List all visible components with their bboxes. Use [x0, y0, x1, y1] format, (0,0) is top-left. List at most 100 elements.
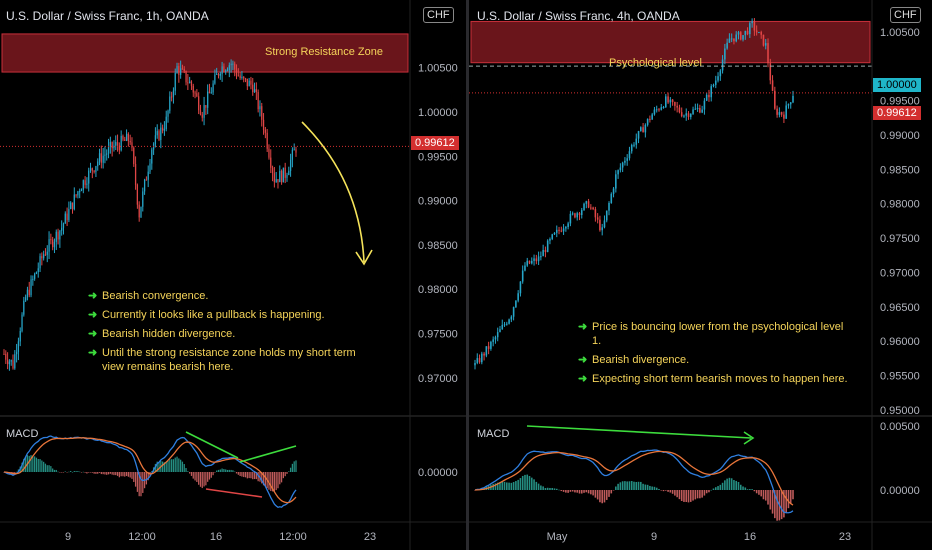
candle-body: [210, 92, 212, 94]
macd-histogram-bar: [252, 472, 254, 480]
left-price-tag: 0.99612: [411, 136, 459, 150]
macd-histogram-bar: [125, 472, 128, 476]
macd-histogram-bar: [540, 485, 542, 490]
macd-histogram-bar: [234, 471, 236, 473]
candle-body: [152, 144, 155, 150]
macd-histogram-bar: [533, 479, 535, 490]
candle-body: [644, 124, 647, 133]
macd-histogram-bar: [131, 472, 133, 479]
candle-body: [658, 109, 660, 111]
macd-histogram-bar: [180, 459, 182, 472]
macd-histogram-bar: [496, 482, 499, 490]
macd-histogram-bar: [53, 469, 56, 472]
candle-body: [115, 142, 117, 146]
macd-histogram-bar: [694, 490, 697, 500]
candle-body: [767, 43, 769, 64]
candle-body: [151, 149, 153, 164]
left-chart-panel[interactable]: 1.00500 1.00000 0.99500 0.99000 0.98500 0.980…: [0, 0, 466, 550]
macd-histogram-bar: [35, 457, 38, 472]
candle-body: [239, 75, 241, 79]
macd-histogram-bar: [70, 470, 72, 472]
candle-body: [172, 90, 175, 97]
left-chart-title: U.S. Dollar / Swiss Franc, 1h, OANDA: [6, 9, 209, 23]
candle-body: [599, 219, 601, 231]
candle-body: [6, 359, 9, 365]
candle-body: [226, 70, 229, 72]
macd-histogram-bar: [621, 481, 624, 490]
right-currency-button[interactable]: CHF: [890, 7, 921, 23]
candle-body: [558, 229, 560, 231]
left-candles: [0, 33, 410, 371]
candle-body: [671, 99, 674, 102]
macd-histogram-bar: [792, 490, 794, 500]
right-note-3: ➜ Expecting short term bearish moves to h…: [578, 373, 848, 385]
right-chart[interactable]: 1.00500 0.99500 0.99000 0.98500 0.98000 0.975…: [469, 0, 932, 550]
macd-histogram-bar: [760, 490, 762, 497]
candle-body: [77, 191, 79, 196]
candle-body: [774, 90, 776, 109]
candle-body: [156, 131, 158, 136]
candle-body: [235, 69, 238, 76]
macd-histogram-bar: [571, 490, 574, 492]
candle-body: [785, 105, 787, 119]
right-chart-title: U.S. Dollar / Swiss Franc, 4h, OANDA: [477, 9, 680, 23]
candle-body: [590, 207, 592, 209]
macd-histogram-bar: [39, 459, 41, 472]
macd-histogram-bar: [158, 461, 160, 472]
candle-body: [660, 107, 663, 110]
macd-histogram-bar: [655, 487, 658, 490]
macd-histogram-bar: [113, 472, 115, 476]
macd-histogram-bar: [142, 472, 144, 493]
candle-body: [102, 155, 104, 163]
macd-histogram-bar: [88, 472, 90, 473]
candle-body: [163, 128, 166, 131]
candle-body: [637, 131, 640, 139]
candle-body: [241, 76, 243, 79]
candle-body: [726, 42, 728, 49]
candle-body: [574, 213, 576, 218]
candle-body: [30, 279, 32, 296]
candle-body: [651, 114, 653, 120]
macd-histogram-bar: [15, 471, 18, 473]
candle-body: [15, 351, 18, 355]
left-currency-button[interactable]: CHF: [423, 7, 454, 23]
macd-histogram-bar: [167, 461, 169, 472]
candle-body: [207, 91, 209, 108]
right-psy-tag: 1.00000: [873, 78, 921, 92]
candle-body: [478, 358, 481, 363]
candle-body: [212, 83, 214, 93]
macd-histogram-bar: [134, 472, 137, 487]
time-axis-label-3: 12:00: [279, 531, 307, 543]
macd-histogram-bar: [544, 488, 547, 490]
candle-body: [124, 139, 126, 141]
macd-histogram-bar: [55, 469, 57, 472]
macd-histogram-bar: [185, 468, 187, 472]
candle-body: [619, 167, 622, 171]
candle-body: [167, 110, 169, 117]
macd-histogram-bar: [235, 472, 238, 474]
macd-histogram-bar: [273, 472, 276, 492]
candle-body: [524, 265, 526, 271]
candle-body: [735, 34, 738, 42]
panel-divider: [466, 0, 469, 550]
candle-body: [24, 297, 27, 301]
macd-histogram-bar: [580, 490, 583, 494]
macd-histogram-bar: [118, 472, 120, 478]
macd-histogram-bar: [610, 490, 613, 494]
macd-histogram-bar: [653, 486, 656, 490]
candle-body: [676, 105, 678, 108]
right-chart-panel[interactable]: 1.00500 0.99500 0.99000 0.98500 0.98000 0.975…: [469, 0, 932, 550]
left-chart[interactable]: 1.00500 1.00000 0.99500 0.99000 0.98500 0.980…: [0, 0, 466, 550]
macd-histogram-bar: [669, 490, 672, 493]
macd-line: [474, 449, 794, 514]
candle-body: [755, 30, 758, 33]
macd-histogram-bar: [746, 489, 749, 490]
macd-histogram-bar: [23, 458, 25, 472]
macd-histogram-bar: [46, 465, 48, 472]
candle-body: [728, 38, 731, 43]
arrow-right-icon: ➜: [578, 354, 588, 366]
candle-body: [169, 96, 171, 111]
candle-body: [576, 213, 579, 218]
price-axis-label-0: 1.00500: [880, 27, 920, 39]
candle-body: [562, 228, 565, 232]
